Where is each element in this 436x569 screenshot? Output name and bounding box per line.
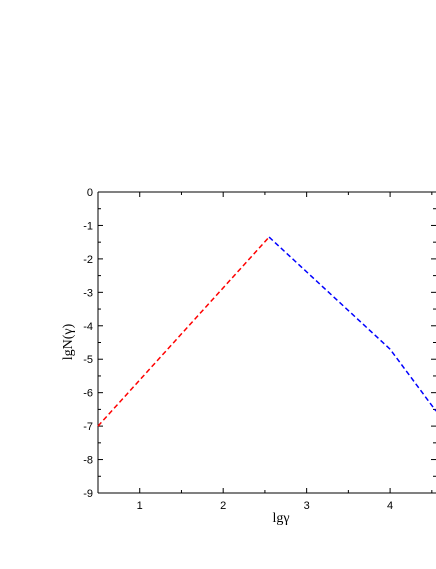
y-tick-label: -1 [83, 220, 93, 232]
y-tick-label: -5 [83, 354, 93, 366]
x-tick-label: 4 [387, 500, 393, 512]
x-tick-label: 1 [137, 500, 143, 512]
series-line-2 [268, 236, 436, 412]
y-tick-label: -6 [83, 388, 93, 400]
series-layer [97, 236, 436, 427]
x-tick-label: 3 [304, 500, 310, 512]
x-axis-title: lgγ [272, 511, 289, 526]
y-tick-label: -3 [83, 287, 93, 299]
series-line-1 [97, 236, 270, 427]
y-tick-label: 0 [87, 187, 93, 199]
y-tick-label: -8 [83, 455, 93, 467]
y-tick-label: -9 [83, 488, 93, 500]
plot-frame [97, 191, 436, 494]
y-tick-label: -2 [83, 254, 93, 266]
y-axis-ticks: 0 -1 -2 -3 -4 -5 -6 -7 -8 -9 [83, 187, 436, 500]
x-tick-label: 2 [220, 500, 226, 512]
y-axis-title: lgN(γ) [61, 323, 76, 360]
y-tick-label: -4 [83, 321, 93, 333]
x-axis-ticks: 1 2 3 4 [97, 192, 433, 512]
y-tick-label: -7 [83, 421, 93, 433]
